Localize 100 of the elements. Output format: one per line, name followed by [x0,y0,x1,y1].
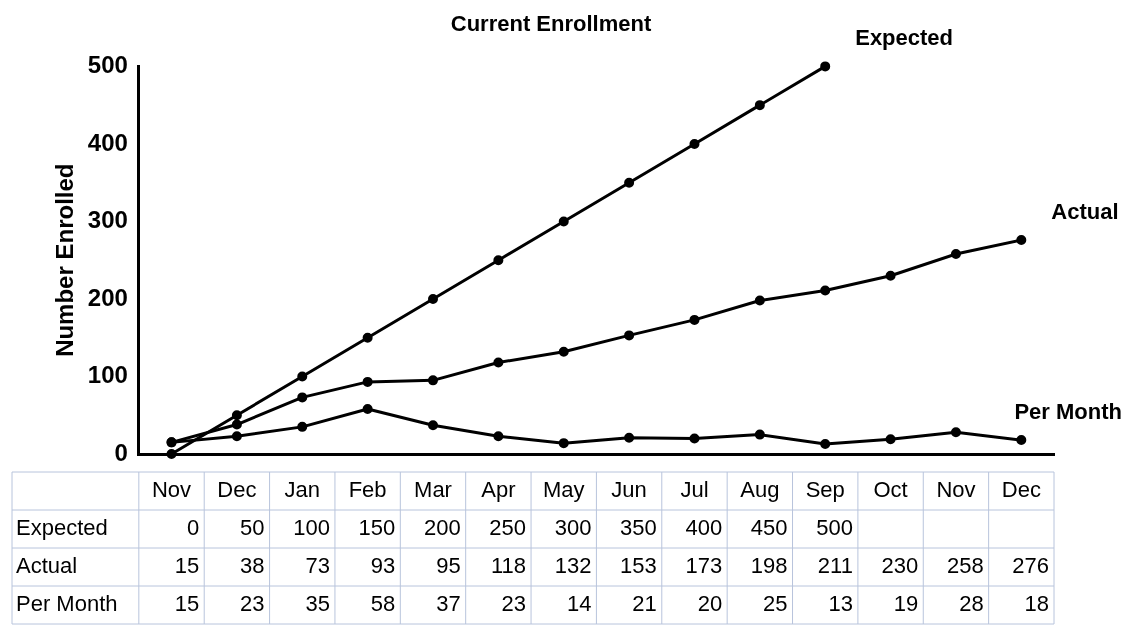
y-tick-label: 400 [87,128,128,156]
data-label: 50 [240,515,265,541]
point [558,346,569,357]
point [428,420,438,431]
text: Expected [16,515,108,541]
data-label: 200 [423,515,461,541]
point [754,429,765,440]
data-label: 21 [632,591,657,617]
point [297,421,308,432]
data-label: 15 [174,591,200,617]
data-label: 450 [750,515,788,541]
data-label: 0 [186,515,200,541]
point [428,293,438,304]
text: Per Month [16,591,118,617]
data-label: 153 [620,553,657,579]
x-tick-label: Jul [680,477,709,503]
data-label: 13 [828,591,853,617]
data-label: 211 [817,553,853,579]
point [231,410,242,421]
x-tick-label: Oct [873,477,908,503]
text: Actual [16,553,78,579]
data-label: 28 [959,591,984,617]
data-label: 350 [620,515,657,541]
data-label: 23 [501,591,527,617]
data-label: 23 [240,591,265,617]
point [362,404,373,415]
data-label: 93 [370,553,396,579]
point [1016,435,1027,446]
data-label: 58 [370,591,396,617]
y-axis-title: Number Enrolled [51,163,79,357]
series-label: Per Month [1014,399,1123,425]
x-tick-label: Nov [936,477,976,503]
data-label: 132 [554,553,592,579]
x-tick-label: Dec [217,477,257,503]
point [820,285,831,296]
x-tick-label: Feb [348,477,387,503]
point [362,332,373,343]
y-tick-label: 300 [87,206,128,234]
point [428,375,438,386]
point [493,431,504,442]
point [231,431,242,442]
series-label: Expected [855,25,954,51]
x-tick-label: Dec [1001,477,1041,503]
y-tick-label: 500 [87,51,128,79]
data-label: 14 [566,591,592,617]
data-label: 19 [893,591,919,617]
point [624,330,635,341]
data-label: 198 [750,553,788,579]
x-tick-label: Jan [284,477,321,503]
point [885,434,896,445]
point [689,138,700,149]
point [297,392,308,403]
data-label: 276 [1012,553,1049,579]
point [362,376,373,387]
x-tick-label: May [542,477,585,503]
point [558,216,569,227]
data-label: 300 [554,515,592,541]
chart-title: Current Enrollment [450,11,652,37]
data-label: 500 [816,515,853,541]
point [689,433,700,444]
point [754,295,765,306]
data-label: 230 [881,553,919,579]
data-label: 35 [305,591,330,617]
data-label: 400 [685,515,723,541]
data-label: 118 [490,553,527,579]
point [297,371,308,382]
y-tick-label: 100 [87,361,128,389]
x-tick-label: Nov [151,477,192,503]
data-label: 73 [305,553,330,579]
data-label: 25 [763,591,788,617]
data-label: 95 [436,553,461,579]
point [820,61,831,72]
data-label: 20 [697,591,723,617]
point [950,427,961,438]
x-tick-label: Jun [611,477,647,503]
data-label: 37 [436,591,461,617]
x-tick-label: Sep [805,477,845,503]
data-label: 250 [489,515,527,541]
point [624,177,635,188]
point [231,419,242,430]
data-label: 15 [174,553,200,579]
data-label: 150 [358,515,396,541]
x-tick-label: Apr [481,477,516,503]
data-label: 18 [1024,591,1049,617]
y-tick-label: 200 [87,283,128,311]
point [754,100,765,111]
point [493,255,504,266]
data-label: 258 [946,553,984,579]
point [689,314,700,325]
point [624,432,635,443]
point [950,249,961,259]
point [493,357,504,368]
y-tick-label: 0 [114,438,128,466]
point [820,438,831,449]
data-label: 38 [240,553,265,579]
x-tick-label: Aug [740,477,780,503]
data-label: 100 [293,515,330,541]
x-tick-label: Mar [414,477,452,503]
point [1016,235,1027,246]
point [885,270,896,281]
